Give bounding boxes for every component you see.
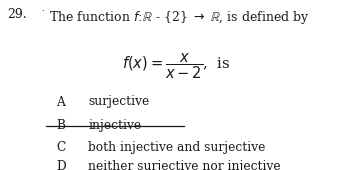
Text: injective: injective [88, 119, 141, 132]
Text: $\cdot$: $\cdot$ [41, 5, 44, 13]
Text: A: A [56, 96, 65, 108]
Text: B: B [56, 119, 65, 132]
Text: both injective and surjective: both injective and surjective [88, 141, 265, 154]
Text: $f(x) = \dfrac{x}{x-2}$,  is: $f(x) = \dfrac{x}{x-2}$, is [122, 51, 231, 81]
Text: 29.: 29. [7, 8, 27, 21]
Text: surjective: surjective [88, 96, 150, 108]
Text: D: D [56, 160, 66, 170]
Text: neither surjective nor injective: neither surjective nor injective [88, 160, 281, 170]
Text: C: C [56, 141, 66, 154]
Text: The function $f\!:\!\mathbb{R}$ - {2} $\rightarrow$ $\mathbb{R}$, is defined by: The function $f\!:\!\mathbb{R}$ - {2} $\… [49, 8, 310, 26]
